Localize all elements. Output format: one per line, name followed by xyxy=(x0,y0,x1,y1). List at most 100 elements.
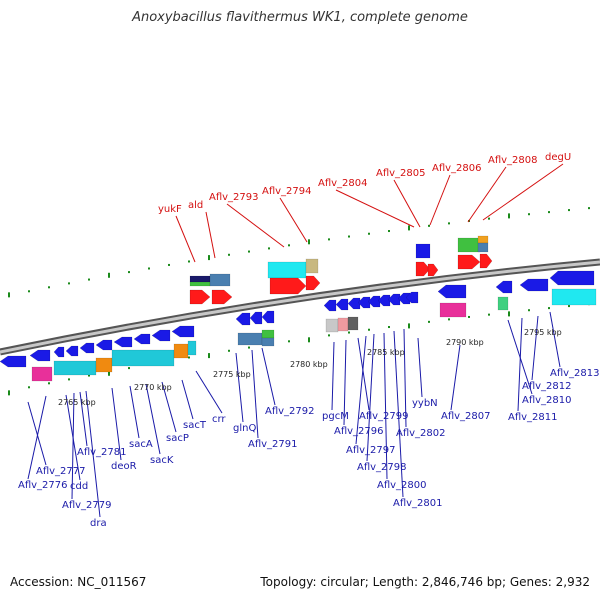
reverse-gene-arrow xyxy=(347,297,361,310)
tick-mark xyxy=(548,307,550,310)
reverse-gene-arrow xyxy=(79,342,95,354)
leader-line xyxy=(467,166,507,223)
gene-label: Aflv_2798 xyxy=(357,462,407,473)
gene-label: Aflv_2776 xyxy=(18,480,68,491)
reverse-gene-arrow xyxy=(53,346,65,358)
tick-mark xyxy=(248,250,250,253)
tick-mark xyxy=(448,222,450,225)
gene-label: Aflv_2777 xyxy=(36,466,86,477)
leader-line xyxy=(79,391,88,447)
tick-mark xyxy=(568,305,570,308)
forward-gene-arrow xyxy=(415,261,431,277)
gene-label: Aflv_2796 xyxy=(334,426,384,437)
gene-block xyxy=(261,337,275,347)
label-leader-lines xyxy=(27,163,564,518)
gene-label: sacP xyxy=(166,433,189,444)
tick-mark xyxy=(188,356,190,359)
reverse-gene-arrow xyxy=(95,339,113,351)
tick-mark xyxy=(408,225,410,231)
reverse-gene-arrow xyxy=(377,294,391,307)
gene-block xyxy=(53,360,97,376)
gene-label: ald xyxy=(188,200,203,211)
tick-mark xyxy=(88,278,90,281)
gene-label: Aflv_2813 xyxy=(550,368,600,379)
tick-mark xyxy=(488,313,490,316)
leader-line xyxy=(71,392,75,500)
gene-label: Aflv_2812 xyxy=(522,381,572,392)
tick-mark xyxy=(228,253,230,256)
leader-line xyxy=(429,174,451,226)
gene-block xyxy=(189,281,211,287)
gene-label: Aflv_2781 xyxy=(77,447,127,458)
reverse-gene-arrow xyxy=(113,336,133,348)
accession-label: Accession: NC_011567 xyxy=(10,575,147,589)
forward-gene-arrow xyxy=(479,253,493,269)
tick-mark xyxy=(208,353,210,359)
scale-label: 2775 kbp xyxy=(213,370,251,379)
leader-line xyxy=(335,189,415,228)
gene-label: Aflv_2802 xyxy=(396,428,446,439)
genome-backbone xyxy=(0,258,600,356)
tick-mark xyxy=(308,239,310,245)
reverse-gene-arrow xyxy=(235,312,251,326)
tick-mark xyxy=(268,247,270,250)
gene-label: yybN xyxy=(412,398,438,409)
leader-line xyxy=(549,311,561,368)
tick-mark xyxy=(488,217,490,220)
reverse-gene-arrow xyxy=(437,284,467,299)
tick-mark xyxy=(88,374,90,377)
tick-mark xyxy=(428,224,430,227)
tick-mark xyxy=(408,323,410,329)
gene-block xyxy=(305,258,319,274)
leader-line xyxy=(343,339,347,426)
reverse-gene-arrow xyxy=(495,280,513,294)
reverse-gene-arrow xyxy=(29,349,51,362)
tick-mark xyxy=(328,238,330,241)
gene-label: Aflv_2791 xyxy=(248,439,298,450)
gene-block xyxy=(477,242,489,253)
tick-mark xyxy=(128,367,130,370)
leader-line xyxy=(235,352,244,423)
leader-line xyxy=(383,332,388,480)
gene-label: Aflv_2801 xyxy=(393,498,443,509)
leader-line xyxy=(403,328,407,428)
reverse-gene-arrow xyxy=(151,329,171,342)
tick-mark xyxy=(168,263,170,266)
gene-label: Aflv_2800 xyxy=(377,480,427,491)
leader-line xyxy=(331,341,335,411)
gene-label: Aflv_2807 xyxy=(441,411,491,422)
leader-line xyxy=(111,387,122,461)
tick-mark xyxy=(348,235,350,238)
scale-label: 2780 kbp xyxy=(290,360,328,369)
genome-summary: Topology: circular; Length: 2,846,746 bp… xyxy=(260,575,590,589)
reverse-gene-arrow xyxy=(367,295,381,308)
scale-labels: 2765 kbp 2770 kbp 2775 kbp 2780 kbp 2785 kbp… xyxy=(58,328,562,407)
gene-block xyxy=(497,296,509,311)
gene-block xyxy=(187,340,197,356)
tick-mark xyxy=(228,349,230,352)
gene-label: Aflv_2794 xyxy=(262,186,312,197)
gene-label: glnQ xyxy=(233,423,256,434)
leader-line xyxy=(393,330,404,498)
gene-block xyxy=(551,288,597,306)
backbone-highlight xyxy=(0,260,600,354)
gene-label: crr xyxy=(212,414,226,425)
tick-mark xyxy=(548,211,550,214)
forward-gene-arrow xyxy=(305,275,321,291)
leader-line xyxy=(251,349,259,439)
tick-mark xyxy=(428,320,430,323)
gene-block xyxy=(95,357,113,373)
tick-mark xyxy=(288,244,290,247)
scale-label: 2795 kbp xyxy=(524,328,562,337)
reverse-gene-arrow xyxy=(405,291,419,304)
gene-label: Aflv_2799 xyxy=(359,411,409,422)
tick-mark xyxy=(568,209,570,212)
gene-label: Aflv_2806 xyxy=(432,163,482,174)
gene-label: cdd xyxy=(70,481,88,492)
forward-gene-arrow xyxy=(211,289,233,305)
gene-block xyxy=(111,349,175,367)
tick-mark xyxy=(528,213,530,216)
tick-track xyxy=(8,207,590,396)
gene-block xyxy=(173,343,189,359)
tick-mark xyxy=(348,331,350,334)
